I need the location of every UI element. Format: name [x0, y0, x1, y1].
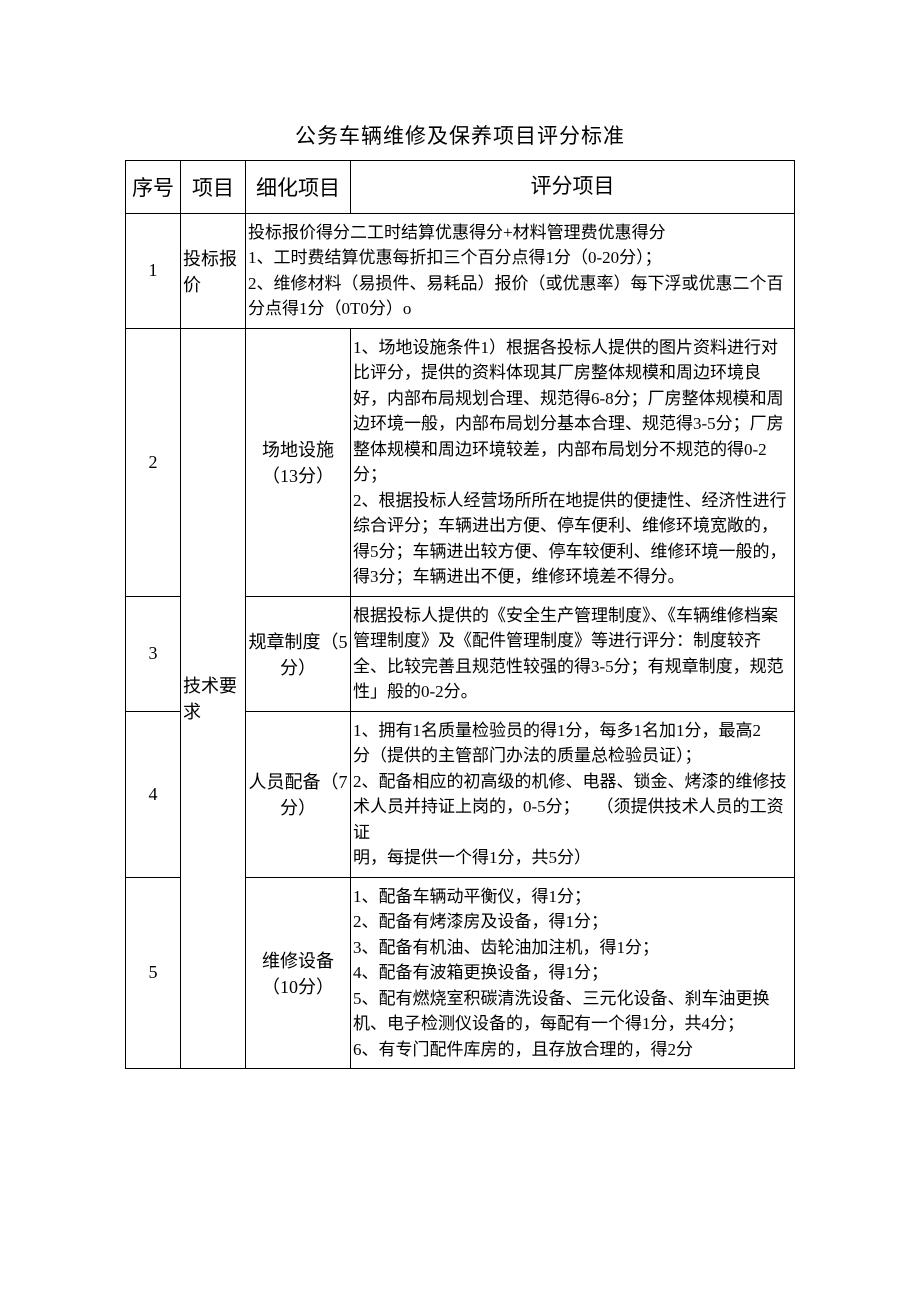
- criteria-cell: 1、场地设施条件1）根据各投标人提供的图片资料进行对比评分，提供的资料体现其厂房…: [351, 328, 795, 596]
- header-seq: 序号: [126, 161, 181, 214]
- detail-cell: 规章制度（5分）: [246, 596, 351, 711]
- scoring-table: 序号 项目 细化项目 评分项目 1 投标报价 投标报价得分二工时结算优惠得分+材…: [125, 160, 795, 1069]
- seq-cell: 2: [126, 328, 181, 596]
- detail-cell: 维修设备（10分）: [246, 877, 351, 1069]
- document-page: 公务车辆维修及保养项目评分标准 序号 项目 细化项目 评分项目 1 投标报价 投…: [0, 0, 920, 1069]
- header-criteria: 评分项目: [351, 161, 795, 214]
- header-row: 序号 项目 细化项目 评分项目: [126, 161, 795, 214]
- table-row: 1 投标报价 投标报价得分二工时结算优惠得分+材料管理费优惠得分1、工时费结算优…: [126, 213, 795, 328]
- document-title: 公务车辆维修及保养项目评分标准: [125, 120, 795, 150]
- criteria-cell: 1、拥有1名质量检验员的得1分，每多1名加1分，最高2分（提供的主管部门办法的质…: [351, 711, 795, 877]
- header-project: 项目: [181, 161, 246, 214]
- seq-cell: 4: [126, 711, 181, 877]
- project-cell: 技术要求: [181, 328, 246, 1069]
- criteria-cell: 根据投标人提供的《安全生产管理制度》、《车辆维修档案管理制度》及《配件管理制度》…: [351, 596, 795, 711]
- detail-cell: 场地设施（13分）: [246, 328, 351, 596]
- seq-cell: 3: [126, 596, 181, 711]
- detail-cell: 人员配备（7分）: [246, 711, 351, 877]
- project-cell: 投标报价: [181, 213, 246, 328]
- criteria-cell: 投标报价得分二工时结算优惠得分+材料管理费优惠得分1、工时费结算优惠每折扣三个百…: [246, 213, 795, 328]
- header-detail: 细化项目: [246, 161, 351, 214]
- seq-cell: 5: [126, 877, 181, 1069]
- criteria-cell: 1、配备车辆动平衡仪，得1分；2、配备有烤漆房及设备，得1分；3、配备有机油、齿…: [351, 877, 795, 1069]
- seq-cell: 1: [126, 213, 181, 328]
- table-row: 2 技术要求 场地设施（13分） 1、场地设施条件1）根据各投标人提供的图片资料…: [126, 328, 795, 596]
